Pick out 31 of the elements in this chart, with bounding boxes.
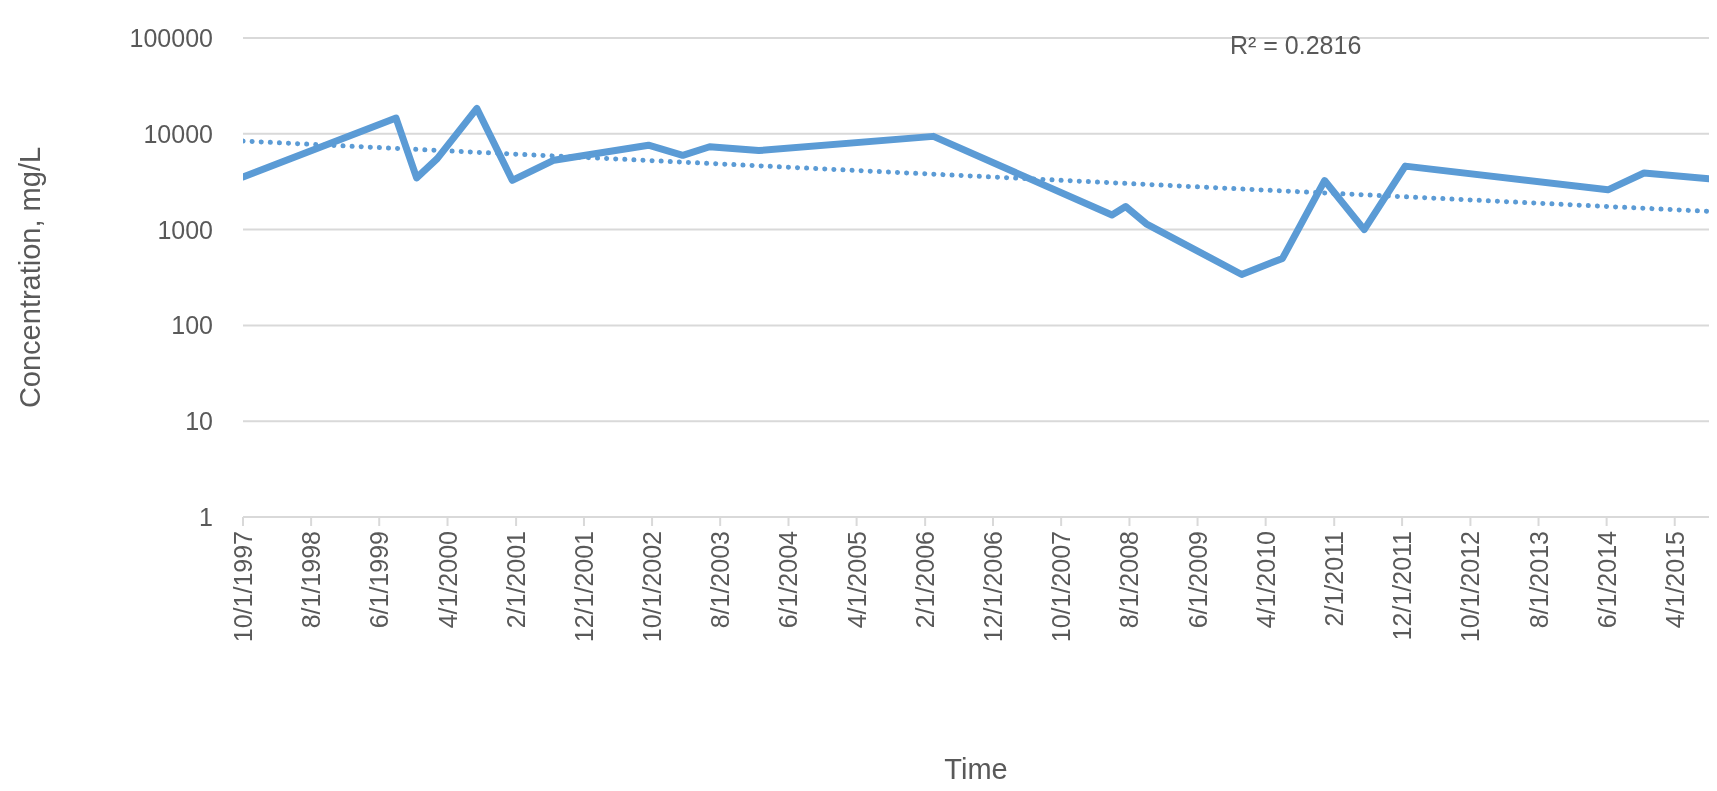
x-tick-label: 6/1/2004 [774, 530, 803, 629]
x-tick-label: 4/1/2005 [842, 531, 871, 629]
y-tick-label: 100 [171, 311, 213, 340]
y-tick-label: 1 [199, 503, 213, 531]
x-tick-label: 10/1/1997 [229, 531, 257, 643]
annotation: R² = 0.2816 [1230, 31, 1362, 59]
x-tick-label: 12/1/2001 [569, 531, 598, 643]
x-axis-title: Time [944, 753, 1008, 785]
y-axis-title: Concentration, mg/L [14, 146, 46, 409]
x-tick-label: 2/1/2011 [1320, 531, 1349, 627]
x-tick-label: 4/1/2015 [1660, 531, 1689, 629]
x-tick-label: 6/1/1999 [365, 531, 394, 629]
x-tick-label: 2/1/2006 [911, 531, 940, 629]
x-tick-label: 2/1/2001 [502, 531, 531, 629]
x-tick-label: 6/1/2009 [1183, 531, 1212, 629]
y-tick-label: 1000 [157, 215, 213, 244]
x-tick-label: 8/1/2013 [1524, 531, 1553, 629]
y-tick-label: 10000 [143, 119, 213, 148]
x-tick-label: 12/1/2006 [979, 531, 1008, 643]
x-tick-label: 10/1/2012 [1456, 531, 1485, 643]
x-tick-label: 8/1/2003 [706, 531, 735, 629]
x-tick-label: 4/1/2000 [433, 531, 462, 629]
x-tick-label: 10/1/2002 [638, 531, 667, 643]
y-tick-label: 100000 [129, 24, 213, 52]
x-tick-label: 8/1/2008 [1115, 531, 1144, 629]
x-tick-label: 12/1/2011 [1388, 531, 1417, 641]
x-tick-label: 8/1/1998 [297, 531, 326, 629]
x-tick-label: 4/1/2010 [1251, 531, 1280, 629]
x-tick-label: 10/1/2007 [1047, 531, 1076, 643]
y-tick-label: 10 [185, 407, 213, 436]
x-tick-label: 6/1/2014 [1592, 530, 1621, 629]
